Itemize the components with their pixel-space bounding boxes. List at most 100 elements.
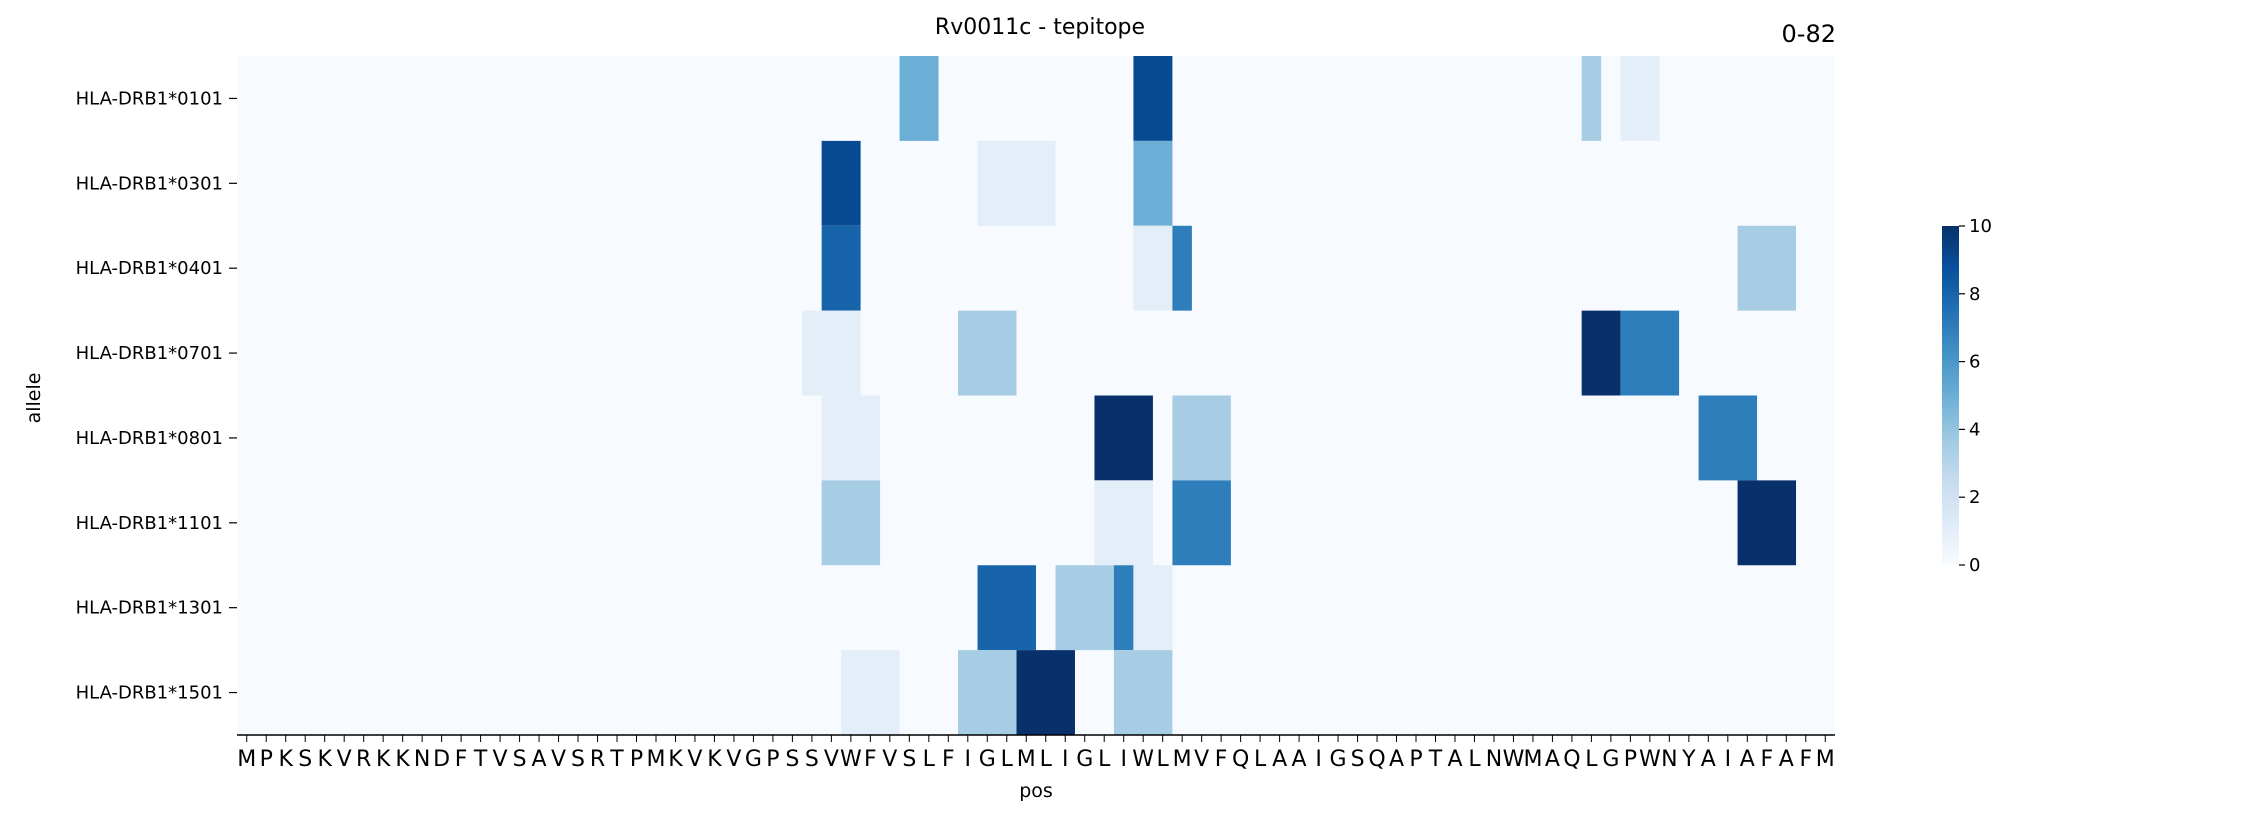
- x-tick-label: A: [1740, 747, 1755, 772]
- x-tick-label: G: [1076, 747, 1093, 772]
- y-tick-label: HLA-DRB1*0301: [76, 173, 223, 194]
- x-tick-label: I: [1120, 747, 1127, 772]
- x-tick-label: L: [1040, 747, 1053, 772]
- x-tick-label: L: [1254, 747, 1267, 772]
- x-tick-label: N: [414, 747, 430, 772]
- heatmap-cell: [977, 140, 1056, 226]
- x-tick-label: P: [766, 747, 779, 772]
- x-tick-label: A: [532, 747, 547, 772]
- heatmap-cell: [821, 140, 861, 226]
- x-tick-label: A: [1701, 747, 1716, 772]
- x-tick-label: M: [1523, 747, 1542, 772]
- y-axis-label: allele: [23, 373, 45, 424]
- colorbar-tick-label: 8: [1969, 284, 1980, 305]
- x-tick-label: V: [493, 747, 508, 772]
- x-tick-label: G: [745, 747, 762, 772]
- colorbar-tick-label: 10: [1969, 216, 1992, 237]
- x-tick-label: R: [356, 747, 371, 772]
- heatmap-cell: [1698, 395, 1758, 481]
- x-tick-label: F: [1215, 747, 1228, 772]
- x-tick-label: P: [260, 747, 273, 772]
- heatmap-cell: [1094, 480, 1153, 566]
- x-tick-label: F: [1760, 747, 1773, 772]
- y-tick-label: HLA-DRB1*0401: [76, 258, 223, 279]
- x-tick-label: G: [1330, 747, 1347, 772]
- x-tick-label: P: [1624, 747, 1637, 772]
- heatmap-cell: [1737, 480, 1797, 566]
- heatmap-cell: [977, 565, 1036, 651]
- x-tick-label: T: [473, 747, 488, 772]
- x-tick-label: I: [1315, 747, 1322, 772]
- x-tick-label: P: [630, 747, 643, 772]
- chart-title: Rv0011c - tepitope: [935, 15, 1145, 40]
- x-tick-label: W: [1503, 747, 1525, 772]
- x-tick-label: A: [1292, 747, 1307, 772]
- heatmap-cell: [1172, 395, 1231, 481]
- x-tick-label: V: [687, 747, 702, 772]
- x-tick-label: A: [1272, 747, 1287, 772]
- x-tick-label: N: [1486, 747, 1502, 772]
- heatmap-cell: [958, 310, 1017, 396]
- heatmap-cells: [802, 56, 1797, 735]
- x-tick-label: S: [571, 747, 585, 772]
- x-tick-label: S: [805, 747, 819, 772]
- x-tick-label: D: [433, 747, 450, 772]
- x-tick-label: Y: [1681, 747, 1696, 772]
- x-tick-label: K: [668, 747, 683, 772]
- x-tick-label: M: [1173, 747, 1192, 772]
- x-tick-label: L: [1157, 747, 1170, 772]
- heatmap-cell: [1581, 310, 1621, 396]
- x-tick-label: A: [1389, 747, 1404, 772]
- heatmap-cell: [1620, 56, 1660, 141]
- x-tick-label: K: [317, 747, 332, 772]
- x-tick-label: S: [513, 747, 527, 772]
- x-tick-label: W: [840, 747, 862, 772]
- x-tick-label: K: [376, 747, 391, 772]
- x-tick-label: G: [1602, 747, 1619, 772]
- x-tick-label: V: [726, 747, 741, 772]
- y-tick-label: HLA-DRB1*1101: [76, 513, 223, 534]
- x-tick-label: P: [1409, 747, 1422, 772]
- x-tick-label: K: [395, 747, 410, 772]
- x-tick-label: Q: [1232, 747, 1249, 772]
- x-tick-label: Q: [1368, 747, 1385, 772]
- x-tick-label: T: [609, 747, 624, 772]
- x-tick-label: S: [298, 747, 312, 772]
- x-tick-label: M: [1816, 747, 1835, 772]
- heatmap-cell: [1133, 225, 1173, 311]
- x-tick-label: A: [1545, 747, 1560, 772]
- x-tick-label: W: [1132, 747, 1154, 772]
- heatmap-cell: [1133, 565, 1173, 651]
- x-tick-label: Q: [1563, 747, 1580, 772]
- heatmap-cell: [821, 480, 881, 566]
- x-tick-label: F: [1799, 747, 1812, 772]
- heatmap-cell: [821, 395, 881, 481]
- colorbar-gradient: [1942, 226, 1959, 565]
- range-label: 0-82: [1782, 20, 1836, 48]
- heatmap-cell: [821, 225, 861, 311]
- x-tick-label: L: [923, 747, 936, 772]
- y-tick-label: HLA-DRB1*0101: [76, 88, 223, 109]
- y-tick-label: HLA-DRB1*0701: [76, 343, 223, 364]
- x-tick-label: V: [882, 747, 897, 772]
- heatmap-cell: [1172, 225, 1192, 311]
- x-tick-label: V: [1194, 747, 1209, 772]
- x-tick-label: K: [707, 747, 722, 772]
- heatmap-cell: [1737, 225, 1797, 311]
- x-tick-label: I: [1062, 747, 1069, 772]
- x-tick-label: M: [646, 747, 665, 772]
- y-axis-ticks: HLA-DRB1*0101 HLA-DRB1*0301 HLA-DRB1*0401 H…: [76, 88, 237, 704]
- x-tick-label: I: [1725, 747, 1732, 772]
- heatmap-cell: [841, 650, 900, 735]
- y-tick-label: HLA-DRB1*1501: [76, 683, 223, 704]
- heatmap-cell: [899, 56, 939, 141]
- x-tick-label: T: [1428, 747, 1443, 772]
- colorbar-tick-label: 0: [1969, 555, 1980, 576]
- x-tick-label: R: [590, 747, 605, 772]
- x-tick-label: F: [864, 747, 877, 772]
- y-tick-label: HLA-DRB1*0801: [76, 428, 223, 449]
- x-tick-label: F: [455, 747, 468, 772]
- heatmap-cell: [958, 650, 1017, 735]
- x-axis-label: pos: [1019, 780, 1053, 802]
